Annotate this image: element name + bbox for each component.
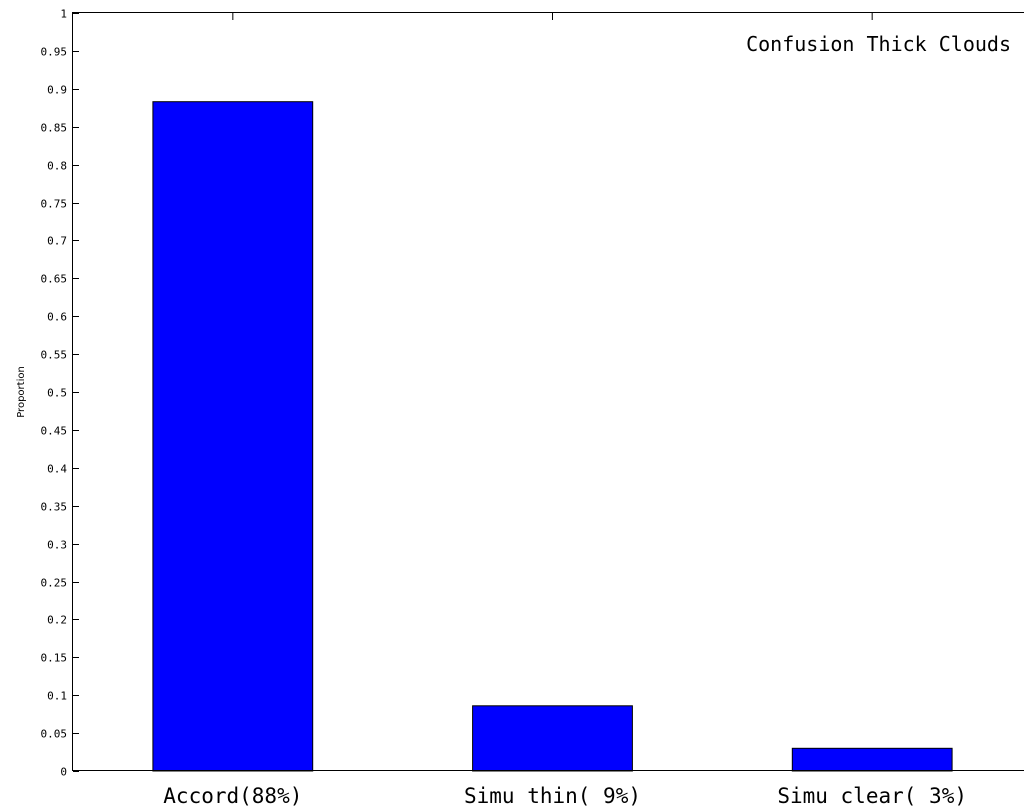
y-tick-label-9: 0.45 (41, 425, 68, 438)
y-tick-label-16: 0.8 (47, 160, 67, 173)
x-tick-label-2: Simu clear( 3%) (777, 784, 967, 808)
y-tick-label-4: 0.2 (47, 614, 67, 627)
x-axis-ticks: Accord(88%) Simu thin( 9%) Simu clear( 3%) (163, 13, 967, 808)
chart-annotation: Confusion Thick Clouds (746, 32, 1011, 56)
y-tick-label-10: 0.5 (47, 387, 67, 400)
y-tick-label-20: 1 (60, 8, 67, 21)
y-tick-label-14: 0.7 (47, 235, 67, 248)
plot-frame (72, 12, 1024, 771)
bar-2 (791, 747, 953, 772)
y-tick-label-17: 0.85 (41, 122, 68, 135)
y-tick-label-6: 0.3 (47, 539, 67, 552)
y-tick-label-18: 0.9 (47, 84, 67, 97)
x-tick-label-0: Accord(88%) (163, 784, 302, 808)
y-tick-label-15: 0.75 (41, 198, 68, 211)
y-tick-label-1: 0.05 (41, 728, 68, 741)
y-tick-label-2: 0.1 (47, 690, 67, 703)
bars-group (152, 101, 953, 772)
y-tick-label-11: 0.55 (41, 349, 68, 362)
y-tick-label-13: 0.65 (41, 273, 68, 286)
y-tick-label-3: 0.15 (41, 652, 68, 665)
y-tick-label-19: 0.95 (41, 46, 68, 59)
y-axis-ticks: 0 0.05 0.1 0.15 0.2 0.25 0.3 0.35 0.4 0.45 0.5 0.55… (41, 8, 79, 779)
x-tick-label-1: Simu thin( 9%) (464, 784, 641, 808)
y-tick-label-5: 0.25 (41, 577, 68, 590)
bar-1 (472, 705, 633, 772)
y-axis-label: Proportion (16, 366, 27, 418)
y-tick-label-12: 0.6 (47, 311, 67, 324)
y-tick-label-8: 0.4 (47, 463, 67, 476)
y-tick-label-7: 0.35 (41, 501, 68, 514)
bar-0 (152, 101, 314, 772)
y-tick-label-0: 0 (60, 766, 67, 779)
